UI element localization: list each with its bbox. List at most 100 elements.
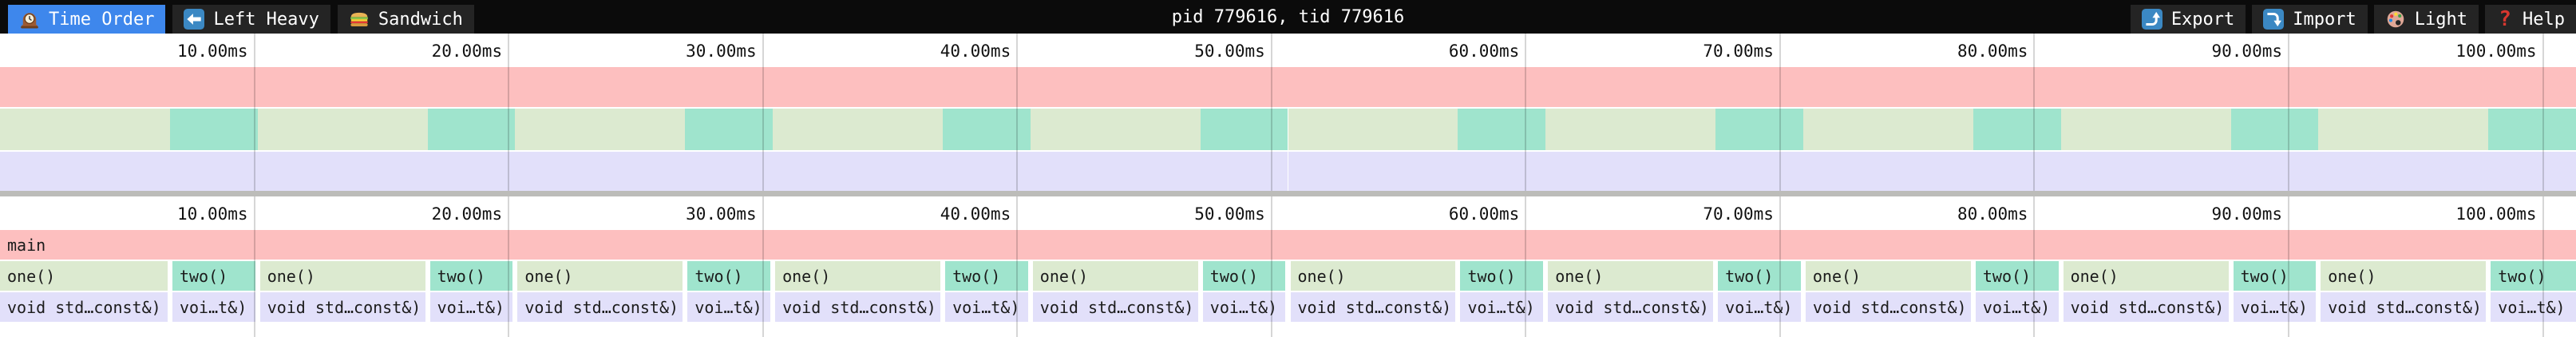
flame-frame[interactable]: two() <box>1718 261 1801 291</box>
flame-frame[interactable]: two() <box>1460 261 1544 291</box>
flame-frame[interactable]: void std…const&) <box>1032 292 1198 322</box>
flame-frame[interactable]: one() <box>517 261 683 291</box>
flame-frame[interactable]: void std…const&) <box>259 292 425 322</box>
flame-frame[interactable]: two() <box>1975 261 2059 291</box>
flame-frame[interactable]: one() <box>1805 261 1971 291</box>
flame-frame[interactable]: void std…const&) <box>517 292 683 322</box>
minimap-frame-band <box>2488 152 2576 191</box>
gridline <box>1016 196 1019 337</box>
splitter <box>0 191 2576 196</box>
gridline <box>508 196 510 337</box>
gridline <box>1525 34 1527 191</box>
time-tick-label: 60.00ms <box>1448 42 1520 61</box>
minimap-frame-band <box>515 109 686 150</box>
minimap-frame-band <box>427 152 516 191</box>
action-label: Export <box>2170 9 2235 30</box>
flamechart: 10.00ms 20.00ms 30.00ms 40.00ms 50.00ms 60.00… <box>0 196 2576 337</box>
theme-toggle-button[interactable]: Light <box>2373 5 2479 34</box>
minimap-frame-band <box>1973 152 2061 191</box>
tab-time-order[interactable]: Time Order <box>8 5 166 34</box>
minimap-frame-band <box>2230 109 2319 150</box>
flame-frame[interactable]: one() <box>2321 261 2487 291</box>
flame-frame[interactable]: voi…t&) <box>429 292 513 322</box>
flame-frame[interactable]: two() <box>172 261 255 291</box>
flame-frame[interactable]: voi…t&) <box>1718 292 1801 322</box>
import-button[interactable]: Import <box>2252 5 2368 34</box>
tab-left-heavy[interactable]: Left Heavy <box>172 5 330 34</box>
action-label: Light <box>2414 9 2468 30</box>
time-tick-label: 30.00ms <box>686 42 757 61</box>
flame-frame[interactable]: voi…t&) <box>687 292 771 322</box>
tab-sandwich[interactable]: Sandwich <box>337 5 474 34</box>
minimap-frame-band <box>773 152 944 191</box>
flame-frame[interactable]: void std…const&) <box>2063 292 2229 322</box>
flame-frame[interactable]: voi…t&) <box>2491 292 2576 322</box>
flame-frame[interactable]: two() <box>687 261 771 291</box>
flame-frame[interactable]: one() <box>0 261 168 291</box>
minimap-frame-band <box>257 152 428 191</box>
minimap-frame-band <box>2230 152 2319 191</box>
flame-frame[interactable]: void std…const&) <box>1805 292 1971 322</box>
flame-frame[interactable]: two() <box>429 261 513 291</box>
time-tick-label: 70.00ms <box>1703 42 1774 61</box>
minimap-frame-band <box>0 109 170 150</box>
help-button[interactable]: ? Help <box>2485 5 2576 34</box>
minimap-frame-band <box>943 109 1031 150</box>
minimap-frame-band <box>685 109 774 150</box>
flame-frame[interactable]: voi…t&) <box>2233 292 2317 322</box>
sandwich-icon <box>350 12 368 26</box>
flame-frame[interactable]: one() <box>1032 261 1198 291</box>
import-icon <box>2263 9 2285 30</box>
time-tick-label: 50.00ms <box>1194 42 1265 61</box>
flame-frame[interactable]: one() <box>259 261 425 291</box>
flame-frame[interactable]: two() <box>2491 261 2576 291</box>
view-tabs: Time Order Left Heavy Sandwich <box>0 0 481 34</box>
flame-frame[interactable]: one() <box>1290 261 1456 291</box>
flame-frame[interactable]: void std…const&) <box>2321 292 2487 322</box>
flame-frame[interactable]: voi…t&) <box>172 292 255 322</box>
toolbar: Time Order Left Heavy Sandwich <box>0 0 2576 34</box>
gridline <box>1779 34 1781 191</box>
flame-frame[interactable]: voi…t&) <box>1202 292 1286 322</box>
minimap-frame-band <box>2060 152 2231 191</box>
minimap-frame-band <box>2318 152 2489 191</box>
time-tick-label: 50.00ms <box>1194 204 1265 224</box>
flame-frame[interactable]: void std…const&) <box>0 292 168 322</box>
time-tick-label: 40.00ms <box>940 42 1011 61</box>
flame-frame[interactable]: one() <box>2063 261 2229 291</box>
tab-label: Left Heavy <box>213 9 319 30</box>
toolbar-actions: Export Import Light <box>2124 0 2576 34</box>
flame-frame[interactable]: void std…const&) <box>1548 292 1714 322</box>
time-tick-label: 20.00ms <box>431 42 503 61</box>
flame-frame[interactable]: two() <box>1202 261 1286 291</box>
flame-frame[interactable]: void std…const&) <box>775 292 941 322</box>
minimap-frame-band <box>1030 152 1201 191</box>
action-label: Help <box>2523 9 2565 30</box>
flame-frame[interactable]: two() <box>945 261 1028 291</box>
minimap-frame-band <box>169 152 258 191</box>
flame-frame[interactable]: void std…const&) <box>1290 292 1456 322</box>
flame-frame[interactable]: one() <box>775 261 941 291</box>
time-tick-label: 30.00ms <box>686 204 757 224</box>
minimap-frame-band <box>0 152 170 191</box>
time-tick-label: 60.00ms <box>1448 204 1520 224</box>
flame-frame[interactable]: one() <box>1548 261 1714 291</box>
time-tick-label: 70.00ms <box>1703 204 1774 224</box>
flame-frame[interactable]: main <box>0 230 2576 260</box>
flame-frame[interactable]: voi…t&) <box>945 292 1028 322</box>
minimap-frame-band <box>1030 109 1201 150</box>
gridline <box>253 196 255 337</box>
action-label: Import <box>2293 9 2356 30</box>
minimap[interactable]: 10.00ms 20.00ms 30.00ms 40.00ms 50.00ms 60.00… <box>0 34 2576 191</box>
flame-frame[interactable]: voi…t&) <box>1975 292 2059 322</box>
export-button[interactable]: Export <box>2130 5 2246 34</box>
time-tick-label: 90.00ms <box>2211 42 2283 61</box>
minimap-frame-band <box>1288 152 1458 191</box>
minimap-frame-band <box>0 67 2576 107</box>
minimap-frame-band <box>1802 152 1973 191</box>
gridline <box>2033 196 2036 337</box>
minimap-frame-band <box>1458 109 1546 150</box>
flame-frame[interactable]: voi…t&) <box>1460 292 1544 322</box>
gridline <box>762 34 764 191</box>
flame-frame[interactable]: two() <box>2233 261 2317 291</box>
